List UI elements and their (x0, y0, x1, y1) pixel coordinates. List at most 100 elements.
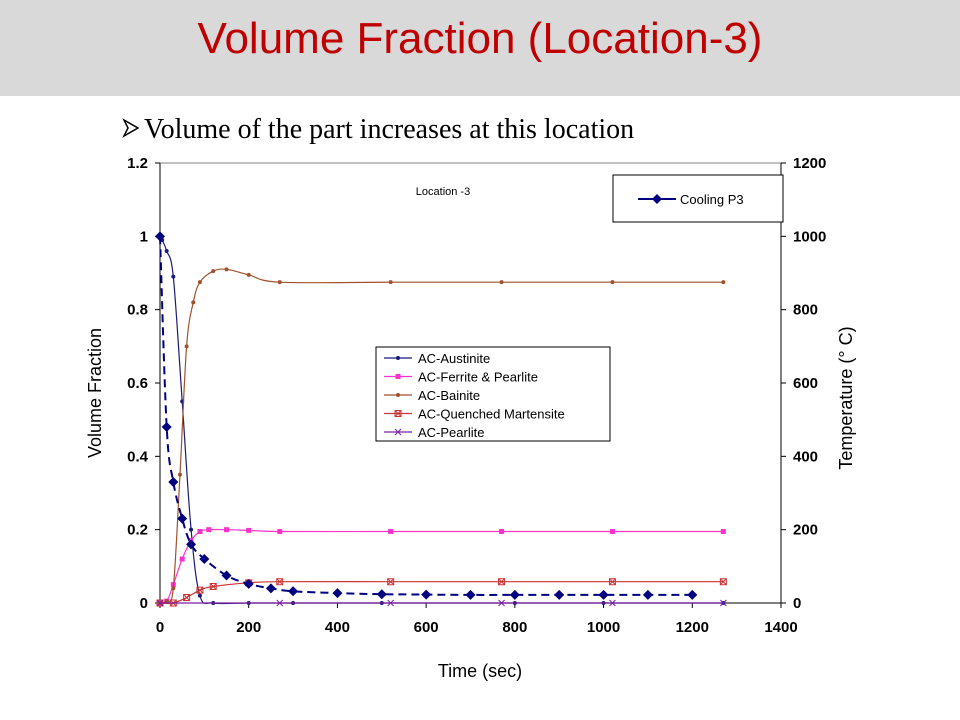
data-point-ac-ferrite-pearlite (224, 527, 230, 533)
y2-tick-label: 1200 (793, 155, 826, 172)
y-axis-label: Volume Fraction (85, 328, 105, 458)
data-point-ac-bainite (224, 267, 229, 272)
y2-tick-label: 800 (793, 302, 818, 319)
data-point-ac-bainite (197, 280, 202, 285)
data-point-ac-quenched-martensite (387, 578, 395, 586)
data-point-ac-austinite (171, 274, 176, 279)
data-point-ac-quenched-martensite (276, 578, 284, 586)
data-point-ac-quenched-martensite (196, 586, 204, 594)
data-point-ac-bainite (177, 472, 182, 477)
data-point-ac-austinite (197, 593, 202, 598)
data-point-cooling-p3 (265, 583, 276, 594)
data-point-ac-ferrite-pearlite (720, 529, 726, 534)
data-point-cooling-p3 (598, 589, 609, 600)
data-point-cooling-p3 (376, 589, 387, 600)
y-tick-label: 0.6 (127, 375, 148, 392)
data-point-cooling-p3 (243, 578, 254, 589)
data-point-cooling-p3 (465, 589, 476, 600)
data-point-ac-quenched-martensite (209, 583, 217, 590)
data-point-ac-bainite (277, 280, 282, 285)
data-point-ac-ferrite-pearlite (277, 529, 283, 534)
legend-marker (395, 374, 401, 379)
data-point-cooling-p3 (221, 570, 232, 581)
legend-marker (396, 356, 400, 360)
data-point-ac-ferrite-pearlite (388, 529, 394, 534)
y2-axis-label: Temperature (° C) (836, 326, 856, 469)
title-bar (0, 0, 960, 96)
x-tick-label: 1200 (676, 619, 709, 636)
legend-marker (396, 393, 400, 397)
arrow-bullet-icon (122, 114, 144, 146)
data-point-cooling-p3 (554, 589, 565, 600)
bullet-text: Volume of the part increases at this loc… (144, 114, 635, 145)
y-tick-label: 0.2 (127, 522, 148, 539)
y-tick-label: 0.4 (127, 448, 149, 465)
chart-title: Location -3 (416, 186, 470, 198)
data-point-ac-quenched-martensite (608, 578, 616, 586)
legend-entry: AC-Bainite (418, 388, 480, 403)
data-point-ac-quenched-martensite (209, 583, 217, 590)
legend-marker (394, 410, 402, 417)
legend-entry: AC-Austinite (418, 351, 490, 366)
data-point-cooling-p3 (288, 586, 299, 597)
legend-temp-marker (652, 194, 662, 204)
x-tick-label: 1000 (587, 619, 620, 636)
y2-tick-label: 600 (793, 375, 818, 392)
legend-temp-entry: Cooling P3 (680, 192, 744, 207)
series-line-ac-quenched-martensite (159, 581, 724, 604)
bullet-point: Volume of the part increases at this loc… (122, 114, 634, 146)
x-tick-label: 400 (325, 619, 350, 636)
data-point-ac-quenched-martensite (276, 578, 284, 586)
data-point-ac-quenched-martensite (183, 594, 190, 601)
x-tick-label: 0 (156, 619, 164, 636)
data-point-ac-bainite (610, 280, 615, 285)
data-point-ac-ferrite-pearlite (179, 556, 185, 562)
y2-tick-label: 400 (793, 448, 818, 465)
series-line-ac-ferrite-pearlite (159, 528, 724, 604)
data-point-ac-ferrite-pearlite (609, 529, 615, 534)
data-point-ac-bainite (211, 269, 216, 274)
data-point-cooling-p3 (186, 539, 197, 550)
data-point-ac-bainite (164, 599, 169, 604)
y-tick-label: 1.2 (127, 155, 148, 172)
slide-title: Volume Fraction (Location-3) (197, 14, 763, 63)
data-point-ac-pearlite (498, 599, 505, 607)
data-point-ac-quenched-martensite (387, 578, 395, 586)
data-point-ac-pearlite (156, 599, 164, 607)
data-point-ac-ferrite-pearlite (206, 527, 212, 533)
data-point-cooling-p3 (421, 589, 432, 600)
data-point-ac-pearlite (276, 599, 284, 607)
y-tick-label: 0 (140, 595, 148, 612)
data-point-ac-ferrite-pearlite (246, 527, 252, 533)
data-point-cooling-p3 (168, 477, 179, 487)
y-tick-label: 0.8 (127, 302, 148, 319)
data-point-ac-austinite (164, 249, 169, 253)
data-point-cooling-p3 (332, 588, 343, 599)
data-point-ac-quenched-martensite (719, 578, 727, 586)
data-point-ac-quenched-martensite (719, 578, 727, 586)
data-point-ac-bainite (184, 344, 189, 349)
data-point-ac-bainite (171, 586, 176, 591)
data-point-cooling-p3 (509, 589, 520, 600)
legend-marker (394, 428, 402, 436)
data-point-ac-pearlite (387, 599, 395, 607)
data-point-cooling-p3 (199, 554, 210, 564)
data-point-ac-quenched-martensite (196, 586, 204, 594)
legend-entry: AC-Pearlite (418, 425, 484, 440)
legend-entry: AC-Ferrite & Pearlite (418, 370, 538, 385)
data-point-ac-bainite (246, 272, 251, 277)
data-point-ac-quenched-martensite (498, 578, 506, 586)
data-point-ac-ferrite-pearlite (197, 529, 203, 534)
x-tick-label: 1400 (764, 619, 797, 636)
data-point-cooling-p3 (155, 231, 165, 242)
data-point-ac-quenched-martensite (183, 594, 191, 601)
y2-tick-label: 1000 (793, 228, 826, 245)
data-point-cooling-p3 (177, 513, 188, 524)
x-tick-label: 200 (236, 619, 261, 636)
data-point-ac-ferrite-pearlite (499, 529, 505, 534)
data-point-ac-pearlite (609, 599, 616, 607)
data-point-ac-austinite (189, 527, 194, 532)
data-point-ac-bainite (191, 300, 196, 305)
data-point-cooling-p3 (161, 422, 172, 432)
